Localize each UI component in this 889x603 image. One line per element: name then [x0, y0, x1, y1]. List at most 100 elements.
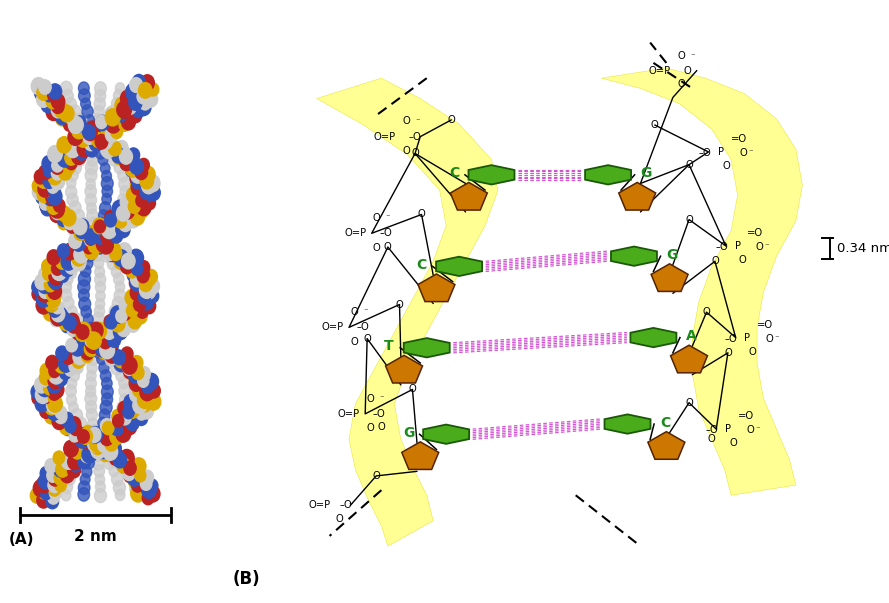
Circle shape	[105, 107, 116, 120]
Circle shape	[142, 485, 154, 498]
Circle shape	[62, 273, 73, 285]
Circle shape	[44, 174, 55, 189]
Circle shape	[70, 408, 83, 423]
Circle shape	[85, 400, 97, 413]
Text: G: G	[640, 166, 652, 180]
Circle shape	[140, 75, 155, 91]
Circle shape	[39, 285, 52, 298]
Text: G: G	[666, 248, 677, 262]
Circle shape	[95, 273, 106, 286]
Circle shape	[31, 384, 44, 400]
Circle shape	[140, 85, 152, 99]
Circle shape	[76, 417, 86, 431]
Polygon shape	[611, 247, 657, 266]
Circle shape	[36, 386, 51, 403]
Circle shape	[44, 191, 56, 206]
Circle shape	[86, 203, 96, 213]
Circle shape	[122, 357, 137, 374]
Circle shape	[130, 464, 143, 480]
Circle shape	[38, 278, 52, 294]
Circle shape	[82, 257, 92, 270]
Circle shape	[82, 426, 91, 437]
Text: O: O	[447, 115, 455, 125]
Circle shape	[48, 87, 60, 103]
Circle shape	[95, 145, 107, 159]
Circle shape	[94, 488, 107, 503]
Circle shape	[88, 344, 100, 358]
Circle shape	[108, 258, 117, 270]
Circle shape	[56, 462, 69, 477]
Circle shape	[140, 185, 153, 200]
Circle shape	[140, 96, 151, 110]
Circle shape	[93, 138, 103, 150]
Circle shape	[58, 216, 69, 230]
Circle shape	[110, 228, 123, 243]
Text: O: O	[684, 66, 692, 75]
Circle shape	[90, 435, 104, 452]
Circle shape	[68, 379, 76, 389]
Circle shape	[88, 418, 98, 430]
Circle shape	[49, 381, 64, 399]
Circle shape	[69, 429, 80, 442]
Circle shape	[78, 481, 90, 494]
Circle shape	[126, 299, 137, 312]
Text: O: O	[677, 79, 685, 89]
Circle shape	[80, 449, 91, 461]
Circle shape	[144, 197, 156, 210]
Circle shape	[90, 337, 101, 350]
Circle shape	[136, 305, 148, 318]
Circle shape	[135, 411, 148, 426]
Circle shape	[87, 241, 99, 254]
Circle shape	[50, 486, 61, 500]
Circle shape	[58, 151, 72, 167]
Circle shape	[91, 130, 100, 141]
Circle shape	[100, 201, 111, 215]
Text: O: O	[740, 148, 748, 158]
Circle shape	[87, 209, 98, 222]
Circle shape	[79, 144, 91, 158]
Circle shape	[140, 384, 155, 401]
Circle shape	[130, 78, 142, 92]
Circle shape	[125, 160, 140, 177]
Circle shape	[91, 129, 102, 142]
Circle shape	[84, 341, 98, 356]
Circle shape	[57, 244, 69, 258]
Circle shape	[84, 243, 99, 259]
Circle shape	[36, 91, 51, 107]
Text: O: O	[350, 307, 358, 317]
Circle shape	[138, 374, 148, 387]
Circle shape	[46, 189, 60, 206]
Text: –O: –O	[340, 500, 352, 510]
Circle shape	[53, 451, 65, 464]
Circle shape	[101, 385, 113, 399]
Circle shape	[105, 213, 116, 227]
Circle shape	[90, 138, 100, 150]
Circle shape	[46, 285, 61, 303]
Circle shape	[114, 250, 128, 267]
Circle shape	[67, 178, 76, 189]
Circle shape	[51, 309, 65, 326]
Circle shape	[49, 365, 60, 377]
Circle shape	[44, 278, 56, 292]
Circle shape	[131, 285, 144, 301]
Circle shape	[140, 477, 152, 490]
Circle shape	[48, 294, 60, 308]
Circle shape	[92, 336, 103, 350]
Circle shape	[66, 157, 77, 169]
Circle shape	[92, 337, 103, 350]
Circle shape	[44, 163, 56, 177]
Text: O: O	[724, 348, 732, 358]
Text: O: O	[409, 385, 416, 394]
Circle shape	[67, 394, 76, 406]
Text: ⁻: ⁻	[415, 117, 420, 126]
Circle shape	[132, 366, 144, 380]
Circle shape	[125, 263, 139, 278]
Circle shape	[88, 424, 100, 437]
Circle shape	[126, 188, 140, 203]
Circle shape	[125, 289, 140, 306]
Circle shape	[95, 432, 109, 449]
Circle shape	[125, 83, 140, 100]
Circle shape	[76, 250, 86, 260]
Circle shape	[101, 248, 114, 262]
Circle shape	[110, 449, 124, 465]
